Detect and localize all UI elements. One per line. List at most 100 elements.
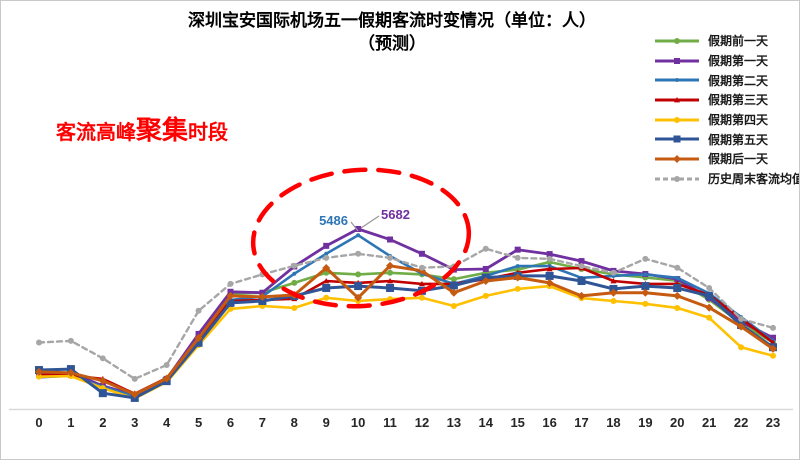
- data-point-marker: [131, 375, 138, 382]
- series-line-1: [37, 227, 775, 397]
- data-point-marker: [578, 263, 585, 270]
- data-point-marker: [35, 367, 43, 376]
- legend-item-7: 历史周末客流均值: [654, 169, 799, 189]
- legend-item-1: 假期第一天: [654, 51, 799, 71]
- data-point-marker: [609, 288, 618, 297]
- data-point-marker: [194, 334, 203, 343]
- data-point-marker: [292, 271, 297, 276]
- data-point-marker: [386, 283, 395, 292]
- data-point-marker: [323, 294, 330, 301]
- data-point-marker: [482, 245, 489, 252]
- data-point-marker: [706, 314, 713, 321]
- data-point-marker: [610, 278, 617, 284]
- data-point-marker: [706, 284, 713, 291]
- data-point-marker: [546, 255, 553, 262]
- x-tick-label: 15: [510, 415, 524, 430]
- data-point-marker: [323, 278, 330, 284]
- series-group-6: [35, 261, 777, 399]
- legend-swatch-icon: [655, 135, 699, 143]
- x-tick-label: 16: [542, 415, 556, 430]
- x-tick-label: 13: [447, 415, 461, 430]
- data-point-marker: [546, 265, 553, 272]
- data-point-marker: [259, 289, 266, 296]
- data-point-marker: [387, 236, 394, 243]
- data-point-marker: [674, 175, 680, 182]
- data-point-marker: [36, 339, 42, 346]
- leader-line: [350, 221, 359, 232]
- peak-ellipse: [250, 167, 472, 309]
- data-point-marker: [738, 344, 745, 351]
- data-point-marker: [354, 293, 363, 302]
- x-tick-label: 19: [638, 415, 652, 430]
- data-point-marker: [514, 246, 521, 253]
- data-point-marker: [258, 292, 267, 301]
- data-point-marker: [673, 291, 682, 300]
- data-point-marker: [738, 316, 745, 323]
- series-line-6: [37, 264, 775, 396]
- series-group-5: [35, 271, 777, 402]
- legend-swatch-icon: [655, 57, 699, 64]
- data-point-marker: [482, 292, 489, 299]
- data-point-marker: [770, 324, 776, 331]
- peak-period-label-emphasis: 聚集: [136, 115, 189, 145]
- x-tick-label: 7: [259, 415, 266, 430]
- data-point-marker: [449, 281, 458, 290]
- data-point-marker: [675, 275, 680, 280]
- data-point-marker: [675, 78, 679, 83]
- data-point-marker: [36, 373, 42, 380]
- data-point-marker: [610, 297, 617, 304]
- data-point-marker: [450, 303, 457, 310]
- data-point-marker: [227, 280, 234, 287]
- legend-item-2: 假期第二天: [654, 70, 799, 90]
- x-tick-label: 21: [702, 415, 716, 430]
- x-tick-label: 18: [606, 415, 620, 430]
- data-point-marker: [163, 361, 170, 368]
- data-point-marker: [643, 272, 648, 277]
- data-point-marker: [515, 264, 520, 269]
- series-group-4: [36, 283, 776, 402]
- legend-swatch-icon: [655, 78, 699, 83]
- x-tick-label: 3: [131, 415, 138, 430]
- data-point-marker: [642, 300, 649, 307]
- peak-period-label: 客流高峰聚集时段: [56, 115, 228, 148]
- data-point-marker: [355, 226, 362, 232]
- data-point-marker: [418, 280, 425, 287]
- legend-label: 假期第三天: [708, 93, 769, 108]
- data-point-marker: [291, 262, 298, 269]
- chart-title-line2: （预测）: [358, 34, 426, 53]
- data-point-marker: [195, 330, 202, 337]
- data-point-marker: [673, 283, 682, 292]
- peak-period-label-prefix: 客流高峰: [56, 122, 136, 144]
- series-group-0: [36, 259, 776, 399]
- legend-item-3: 假期第三天: [654, 90, 799, 110]
- series-line-4: [37, 284, 775, 400]
- data-point-marker: [323, 254, 330, 261]
- x-tick-label: 14: [479, 415, 494, 430]
- legend-label: 假期后一天: [708, 152, 769, 167]
- x-tick-label: 5: [195, 415, 202, 430]
- legend-item-0: 假期前一天: [654, 31, 799, 51]
- x-tick-label: 8: [291, 415, 298, 430]
- data-point-marker: [99, 355, 106, 362]
- x-tick-label: 4: [163, 415, 171, 430]
- data-point-marker: [418, 264, 425, 271]
- legend-item-6: 假期后一天: [654, 149, 799, 169]
- legend-swatch-icon: [655, 154, 699, 163]
- data-point-marker: [66, 368, 75, 377]
- data-point-marker: [545, 271, 554, 280]
- data-point-marker: [67, 337, 74, 344]
- data-point-marker: [194, 338, 203, 347]
- data-point-marker: [674, 37, 680, 44]
- peak-period-label-suffix: 时段: [188, 122, 229, 144]
- legend-label: 假期第五天: [708, 132, 769, 147]
- x-tick-label: 12: [415, 415, 429, 430]
- legend-label: 假期第一天: [708, 54, 769, 69]
- x-tick-label: 6: [227, 415, 234, 430]
- data-point-marker: [770, 334, 776, 341]
- data-point-marker: [418, 250, 425, 257]
- x-tick-label: 9: [323, 415, 330, 430]
- x-tick-label: 11: [383, 415, 397, 430]
- legend-swatch-icon: [655, 37, 699, 44]
- data-point-marker: [481, 277, 490, 286]
